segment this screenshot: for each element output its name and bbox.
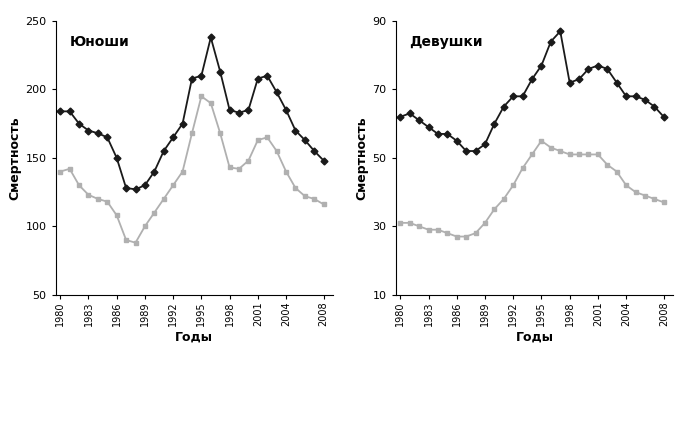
Text: Девушки: Девушки	[409, 35, 483, 49]
Text: Юноши: Юноши	[69, 35, 129, 49]
Y-axis label: Смертность: Смертность	[355, 116, 369, 200]
X-axis label: Годы: Годы	[176, 330, 213, 344]
Y-axis label: Смертность: Смертность	[8, 116, 22, 200]
X-axis label: Годы: Годы	[516, 330, 553, 344]
